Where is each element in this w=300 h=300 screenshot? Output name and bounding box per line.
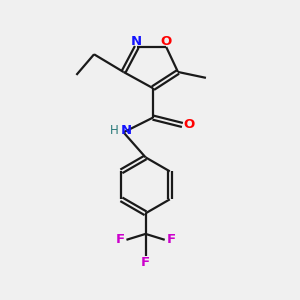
Text: O: O <box>183 118 194 131</box>
Text: H: H <box>110 124 119 137</box>
Text: N: N <box>121 124 132 137</box>
Text: F: F <box>116 233 124 246</box>
Text: F: F <box>141 256 150 269</box>
Text: F: F <box>167 233 176 246</box>
Text: N: N <box>131 35 142 48</box>
Text: O: O <box>160 35 172 48</box>
